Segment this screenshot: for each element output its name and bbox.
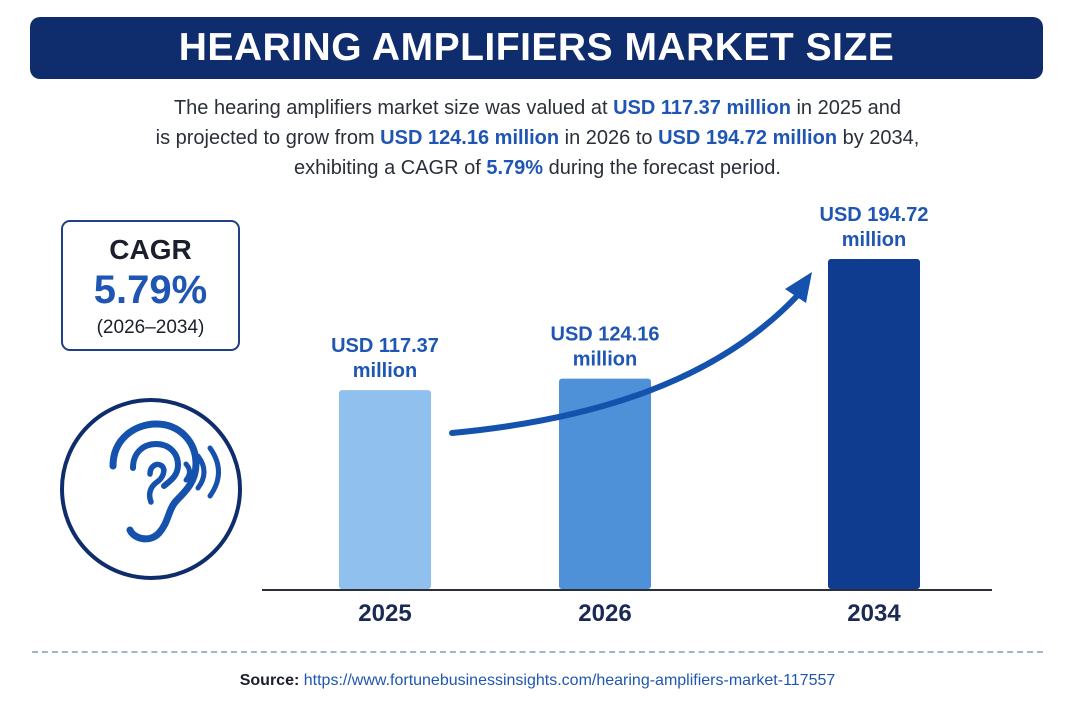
summary-line-2: is projected to grow from USD 124.16 mil… (40, 123, 1035, 153)
source-line: Source: https://www.fortunebusinessinsig… (0, 672, 1075, 690)
summary-text-segment: The hearing amplifiers market size was v… (173, 97, 614, 119)
summary-text-segment: in 2025 and (790, 97, 902, 119)
data-label-2025: USD 117.37 (331, 335, 439, 357)
source-link[interactable]: https://www.fortunebusinessinsights.com/… (303, 672, 836, 689)
summary-text-segment: exhibiting a CAGR of (294, 157, 487, 179)
summary-text: The hearing amplifiers market size was v… (40, 93, 1035, 183)
source-label: Source: (239, 672, 300, 689)
cagr-label: CAGR (109, 234, 192, 265)
growth-arrow-icon (449, 292, 801, 436)
summary-text-segment: is projected to grow from (155, 127, 381, 149)
summary-highlight-cagr: 5.79% (486, 157, 544, 179)
summary-highlight-2034-value: USD 194.72 million (658, 127, 838, 149)
cagr-card: CAGR 5.79% (2026–2034) (61, 220, 240, 351)
growth-arrowhead (785, 272, 812, 303)
summary-text-segment: during the forecast period. (543, 157, 781, 179)
footer-divider (32, 651, 1043, 653)
title-banner: HEARING AMPLIFIERS MARKET SIZE (30, 17, 1043, 79)
summary-line-1: The hearing amplifiers market size was v… (40, 93, 1035, 123)
data-label-2034: million (842, 229, 906, 251)
cagr-value: 5.79% (93, 268, 208, 312)
cagr-period: (2026–2034) (96, 317, 205, 338)
x-tick-label-2025: 2025 (358, 600, 411, 627)
ear-sound-icon (58, 396, 244, 582)
summary-highlight-2025-value: USD 117.37 million (613, 97, 791, 119)
data-label-2026: USD 124.16 (551, 324, 660, 346)
bar-2034 (828, 259, 920, 589)
data-label-2026: million (573, 349, 637, 371)
bar-2026 (559, 378, 651, 589)
data-label-2034: USD 194.72 (820, 204, 929, 226)
page-title: HEARING AMPLIFIERS MARKET SIZE (178, 26, 895, 69)
summary-line-3: exhibiting a CAGR of 5.79% during the fo… (40, 153, 1035, 183)
data-label-2025: million (353, 360, 417, 382)
summary-text-segment: by 2034, (837, 127, 920, 149)
x-tick-label-2026: 2026 (578, 600, 631, 627)
summary-text-segment: in 2026 to (559, 127, 659, 149)
x-tick-label-2034: 2034 (847, 600, 901, 627)
bar-2025 (339, 390, 431, 589)
summary-highlight-2026-value: USD 124.16 million (380, 127, 560, 149)
